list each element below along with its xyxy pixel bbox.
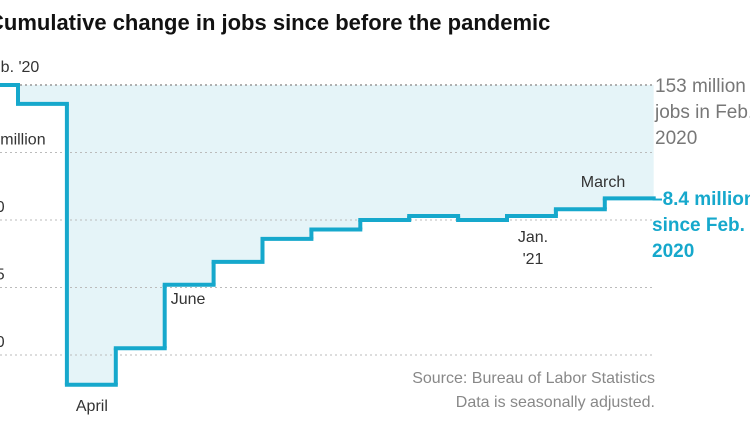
y-tick-label: –20 [0,334,5,351]
x-tick-label: Jan. '21 [517,229,549,268]
source-note: Source: Bureau of Labor Statistics [412,370,655,387]
y-tick-label: –15 [0,267,5,284]
x-tick-label: Feb. '20 [0,59,40,76]
source-note: Data is seasonally adjusted. [455,394,655,411]
x-tick-label: June [170,291,206,308]
x-tick-label: April [75,398,108,415]
x-tick-label: March [580,174,626,191]
y-tick-label: –10 [0,199,5,216]
chart-title: Cumulative change in jobs since before t… [0,10,550,35]
y-tick-label: –5 million [0,132,46,149]
area [0,85,654,385]
change-annotation: –8.4 million since Feb. 2020 [652,189,750,262]
total-annotation: 153 million jobs in Feb. 2020 [655,76,750,149]
